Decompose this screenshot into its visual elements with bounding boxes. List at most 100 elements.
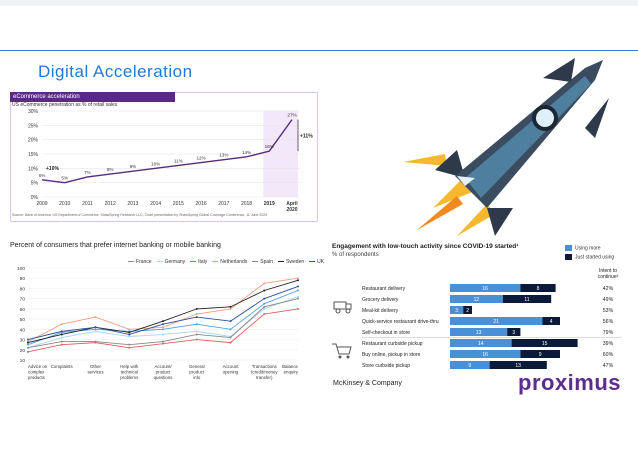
data-point-france xyxy=(94,328,97,331)
data-point-netherlands xyxy=(128,328,131,331)
data-label: 12% xyxy=(196,156,205,161)
data-point-netherlands xyxy=(263,282,266,285)
data-point-uk xyxy=(263,297,266,300)
intent-value: 47% xyxy=(603,363,614,369)
legend-swatch xyxy=(156,260,163,263)
data-point-uk xyxy=(27,338,29,341)
data-point-france xyxy=(229,328,232,331)
ecommerce-chart-subtitle: US eCommerce penetration as % of retail … xyxy=(12,102,118,108)
y-tick-label: 10% xyxy=(28,166,39,172)
legend-label: Italy xyxy=(198,259,208,265)
data-point-sweden xyxy=(195,307,198,310)
x-tick-label: 2020 xyxy=(286,207,297,213)
category-label: Restaurant curbside pickup xyxy=(362,341,423,347)
bar-value: 4 xyxy=(550,319,553,325)
bar-value: 12 xyxy=(474,297,480,303)
data-point-spain xyxy=(229,336,232,339)
data-point-italy xyxy=(195,338,198,341)
data-label: 8% xyxy=(107,167,114,172)
legend-swatch xyxy=(278,260,285,263)
bar-value: 13 xyxy=(476,330,482,336)
data-point-uk xyxy=(60,330,63,333)
growth-annotation: +10% xyxy=(46,166,59,172)
data-point-germany xyxy=(128,335,131,338)
bar-using-more xyxy=(450,328,508,336)
legend-swatch xyxy=(565,245,572,251)
data-point-france xyxy=(195,323,198,326)
bar-using-more xyxy=(450,284,521,292)
ecommerce-chart-title: eCommerce acceleration xyxy=(10,92,175,102)
y-tick-label: 60 xyxy=(20,307,26,313)
legend-item-germany: Germany xyxy=(156,259,186,265)
data-point-france xyxy=(27,343,29,346)
legend-swatch xyxy=(212,260,219,263)
x-tick-label: Account/ xyxy=(154,364,172,369)
intent-value: 56% xyxy=(603,319,614,325)
bar-value: 9 xyxy=(468,363,471,369)
x-tick-label: Complaints xyxy=(51,364,74,369)
intent-value: 42% xyxy=(603,286,614,292)
rocket-bottom-fin xyxy=(487,208,513,236)
x-tick-label: 2010 xyxy=(59,201,70,207)
banking-chart-title: Percent of consumers that prefer interne… xyxy=(10,242,221,249)
bar-just-started xyxy=(502,295,552,303)
data-point-france xyxy=(297,289,299,292)
data-point-italy xyxy=(263,313,266,315)
data-point-netherlands xyxy=(94,316,97,319)
intent-value: 49% xyxy=(603,297,614,303)
data-point-uk xyxy=(162,323,164,326)
x-tick-label: product xyxy=(156,370,171,375)
legend-item-italy: Italy xyxy=(190,259,207,265)
data-point-germany xyxy=(263,307,266,310)
proximus-logo: proximus xyxy=(518,370,622,395)
ecommerce-series-line xyxy=(41,119,293,184)
bar-value: 8 xyxy=(537,286,540,292)
slide-title: Digital Acceleration xyxy=(38,62,193,81)
x-tick-label: transfer) xyxy=(256,375,273,380)
top-strip xyxy=(0,0,638,6)
series-line-germany xyxy=(27,296,299,349)
x-tick-label: Transactions xyxy=(252,364,278,369)
x-tick-label: 2018 xyxy=(241,201,252,207)
category-label: Meal-kit delivery xyxy=(362,308,399,314)
data-point-spain xyxy=(297,297,299,300)
data-point-sweden xyxy=(162,320,164,323)
legend-label: Germany xyxy=(164,259,186,265)
data-point-spain xyxy=(162,340,164,343)
x-tick-label: questions xyxy=(154,375,174,380)
x-tick-label: General xyxy=(189,364,205,369)
data-point-italy xyxy=(128,346,131,349)
intent-header: Intent to continue² xyxy=(597,268,619,280)
x-tick-label: technical xyxy=(121,370,138,375)
y-tick-label: 20 xyxy=(20,348,26,354)
bar-value: 15 xyxy=(542,341,548,347)
bar-value: 3 xyxy=(512,330,515,336)
category-label: Grocery delivery xyxy=(362,297,399,303)
bar-value: 9 xyxy=(539,352,542,358)
data-point-netherlands xyxy=(195,313,198,315)
data-label: 11% xyxy=(174,158,183,163)
x-tick-label: April xyxy=(286,201,298,207)
title-rule xyxy=(0,50,638,51)
y-tick-label: 50 xyxy=(20,317,26,323)
data-label: 13% xyxy=(219,153,228,158)
legend-swatch xyxy=(128,260,134,263)
bar-value: 2 xyxy=(466,308,469,314)
bar-value: 16 xyxy=(482,286,488,292)
y-tick-label: 20% xyxy=(28,138,39,144)
bar-using-more xyxy=(450,361,490,369)
x-tick-label: (credit/money xyxy=(251,370,278,375)
data-point-netherlands xyxy=(229,307,232,310)
bar-value: 11 xyxy=(524,297,529,303)
y-tick-label: 5% xyxy=(31,181,39,187)
data-point-italy xyxy=(60,343,63,346)
data-label: 5% xyxy=(61,176,68,181)
bar-value: 21 xyxy=(493,319,499,325)
legend-just-started: Just started using xyxy=(565,254,614,260)
y-tick-label: 40 xyxy=(20,327,26,333)
data-point-italy xyxy=(27,350,29,353)
bar-just-started xyxy=(520,284,556,292)
x-tick-label: Account xyxy=(223,364,240,369)
data-point-netherlands xyxy=(60,323,63,326)
data-point-uk xyxy=(128,333,131,336)
